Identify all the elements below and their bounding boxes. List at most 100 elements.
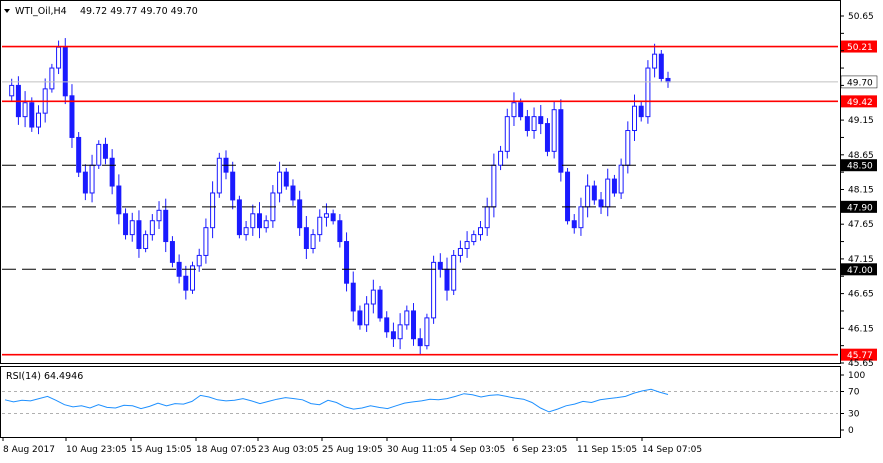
candle-body [571,220,577,229]
candle-body [297,199,303,229]
candle-body [49,67,55,90]
time-tick-label: 18 Aug 07:05 [196,445,257,455]
candle [344,232,350,292]
candle-body [109,157,115,187]
candle-body [290,185,296,201]
candle-body [538,116,544,125]
candle-body [364,303,370,326]
candle-body [618,164,624,194]
candle [538,104,544,135]
candle-body [143,234,149,249]
time-tick-label: 6 Sep 23:05 [513,445,567,455]
candle [82,164,88,201]
level-price-value: 49.42 [847,98,873,108]
candle [652,43,658,78]
candle-body [203,227,209,256]
candle-body [89,164,95,194]
collapse-triangle-icon[interactable] [4,9,10,13]
candle [96,140,102,169]
candle [56,40,62,75]
candle-body [437,261,443,270]
candle-body [591,185,597,201]
candle [611,174,617,197]
price-tick-label: 46.65 [848,290,874,300]
price-tick-label: 50.65 [848,12,874,22]
candle-body [69,95,75,138]
candle-body [511,102,517,118]
candle [424,313,430,350]
candle-body [518,102,524,118]
candle [404,305,410,330]
level-price-tag: 50.21 [841,40,877,53]
price-tick-label: 45.65 [848,359,874,369]
candle-body [22,102,28,118]
candle [210,181,216,239]
price-tick-label: 48.15 [848,186,874,196]
candle-body [136,220,142,249]
candle [9,78,15,102]
level-price-value: 47.00 [847,266,873,276]
candle [183,265,189,300]
price-tick-label: 48.65 [848,151,874,161]
candle [571,214,577,234]
candle-body [196,254,202,267]
level-price-value: 47.90 [847,203,873,213]
level-price-value: 45.77 [847,351,873,361]
candle-body [129,220,135,236]
candle [511,92,517,126]
candle [76,132,82,178]
candle-body [424,317,430,347]
candle [451,250,457,296]
candle-body [544,123,550,152]
price-tick-label: 47.65 [848,220,874,230]
candle-body [35,112,41,128]
candle-body [484,206,490,229]
candle-body [444,268,450,291]
candle [598,191,604,214]
candle-body [250,213,256,229]
rsi-line [4,388,669,413]
candle-body [156,209,162,222]
candle [297,190,303,236]
candle-body [384,317,390,333]
candle [484,197,490,236]
candle [156,201,162,229]
candle-body [578,206,584,229]
candle [29,97,35,132]
candle [558,99,564,182]
candle-body [531,116,537,132]
candle-body [558,109,564,173]
candle [163,198,169,253]
candle-body [62,46,68,97]
candle-body [498,150,504,166]
candle [303,216,309,259]
time-tick-label: 30 Aug 11:05 [387,445,448,455]
current-price-tag: 49.70 [840,75,878,88]
candle-body [330,213,336,222]
candle-body [76,136,82,173]
candle [350,271,356,322]
candle-body [56,46,62,69]
candle-body [163,209,169,243]
level-price-value: 50.21 [847,43,873,53]
candle [102,137,108,165]
candle-body [658,53,664,79]
candle-body [350,282,356,312]
candle-body [263,220,269,229]
rsi-panel-frame [0,366,841,438]
candle [310,229,316,254]
price-tick-label: 49.15 [848,116,874,126]
candle [69,84,75,148]
candle [176,254,182,284]
candle-body [283,171,289,187]
candle-body [236,199,242,236]
candle [250,204,256,236]
candle-body [585,185,591,208]
candle [384,311,390,338]
time-tick-label: 15 Aug 15:05 [131,445,192,455]
candle [236,195,242,239]
candle [196,248,202,272]
rsi-tick-label: 70 [848,388,860,398]
time-tick-label: 8 Aug 2017 [3,445,55,455]
candle-body [116,185,122,215]
